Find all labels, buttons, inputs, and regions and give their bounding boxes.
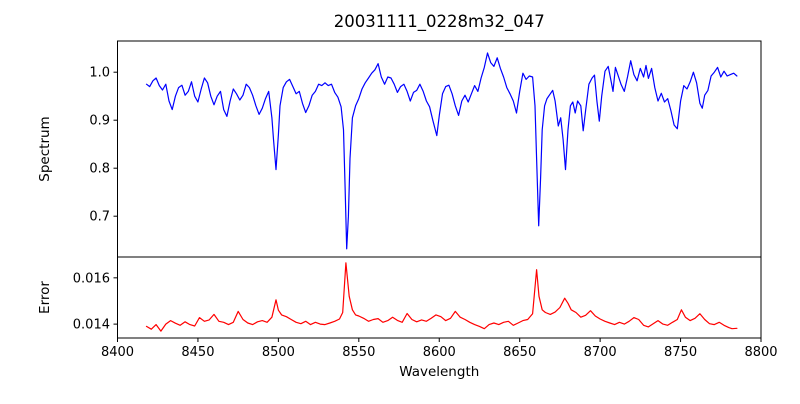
x-tick-label: 8600 — [423, 345, 456, 360]
chart-title: 20031111_0228m32_047 — [334, 12, 545, 32]
x-tick-label: 8550 — [342, 345, 375, 360]
error-line — [145, 262, 738, 332]
x-axis-label: Wavelength — [399, 364, 479, 380]
axes-border — [117, 40, 762, 258]
panel-spectrum: 0.7 0.8 0.9 1.0 — [89, 40, 762, 258]
error-y-axis-label: Error — [37, 281, 53, 314]
x-tick-label: 8500 — [262, 345, 295, 360]
y-tick-label: 0.014 — [73, 318, 110, 333]
spectrum-y-axis-label: Spectrum — [37, 116, 53, 181]
y-tick-label: 0.7 — [89, 210, 110, 225]
y-tick-label: 0.016 — [73, 271, 110, 286]
y-tick-label: 0.8 — [89, 162, 110, 177]
x-tick-label: 8400 — [101, 345, 134, 360]
axes-border — [117, 256, 762, 339]
x-tick-label: 8750 — [664, 345, 697, 360]
y-tick-label: 0.9 — [89, 114, 110, 129]
x-tick-label: 8650 — [503, 345, 536, 360]
y-tick-label: 1.0 — [89, 66, 110, 81]
x-tick-label: 8700 — [584, 345, 617, 360]
plot-panels: 0.7 0.8 0.9 1.0 0.014 0.016 8400 8450 8500 8550 86… — [73, 40, 778, 360]
x-tick-label: 8450 — [181, 345, 214, 360]
panel-error: 0.014 0.016 8400 8450 8500 8550 8600 8650 8700 87… — [73, 256, 778, 360]
spectrum-line — [145, 52, 738, 250]
x-tick-label: 8800 — [744, 345, 777, 360]
